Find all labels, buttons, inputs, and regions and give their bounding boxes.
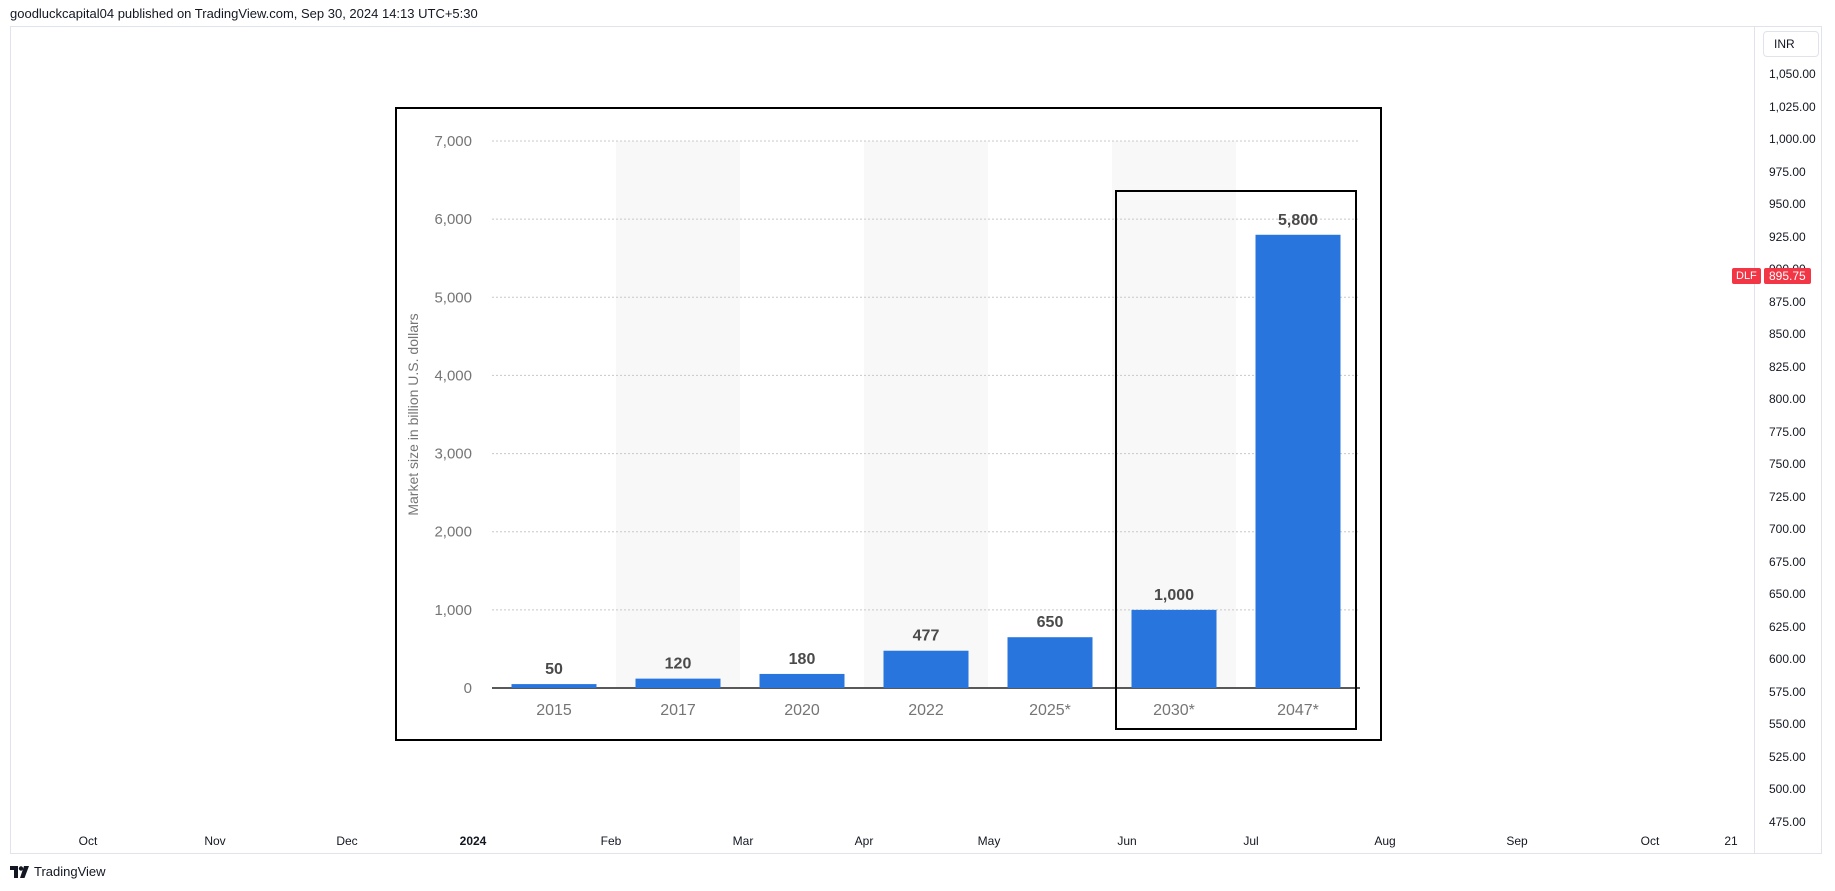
bar-value-label: 650 (1037, 614, 1064, 631)
time-tick-label: Apr (854, 834, 874, 848)
price-tick-label: 700.00 (1769, 522, 1806, 536)
price-tick-label: 1,050.00 (1769, 67, 1816, 81)
category-label: 2047* (1277, 702, 1319, 719)
category-label: 2020 (784, 702, 820, 719)
highlight-box (1115, 190, 1357, 730)
price-tick-label: 950.00 (1769, 197, 1806, 211)
bar-value-label: 180 (789, 651, 816, 668)
time-tick-label: May (977, 834, 1001, 848)
price-tick-label: 750.00 (1769, 457, 1806, 471)
price-tick-label: 1,025.00 (1769, 99, 1816, 114)
bar-value-label: 477 (913, 628, 940, 645)
time-tick-label: Nov (204, 834, 226, 848)
bar-2047-projected (1255, 234, 1341, 688)
y-tick-label: 3,000 (434, 446, 472, 463)
price-tick-label: 675.00 (1769, 554, 1806, 569)
time-tick-label: Oct (78, 834, 98, 848)
y-tick-label: 0 (464, 680, 472, 697)
y-tick-label: 2,000 (434, 524, 472, 541)
price-tick-label: 575.00 (1769, 684, 1806, 699)
column-shade (1112, 141, 1236, 688)
y-tick-label: 1,000 (434, 602, 472, 619)
price-tick-label: 525.00 (1769, 749, 1806, 764)
category-label: 2015 (536, 702, 572, 719)
time-tick-label: 21 (1724, 834, 1738, 848)
time-tick-label: Jul (1243, 834, 1259, 848)
time-tick-label: 2024 (459, 834, 487, 848)
price-tick-label: 875.00 (1769, 294, 1806, 309)
tradingview-logo-icon (10, 865, 29, 878)
price-tick-label: 775.00 (1769, 424, 1806, 439)
bar-2030-projected (1131, 609, 1217, 688)
bar-value-label: 5,800 (1278, 212, 1318, 229)
bar-2025-projected (1007, 637, 1093, 688)
symbol-label: DLF (1732, 268, 1761, 284)
price-tick-label: 475.00 (1769, 814, 1806, 829)
category-label: 2022 (908, 702, 944, 719)
time-tick-label: Mar (732, 834, 754, 848)
price-tick-label: 625.00 (1769, 619, 1806, 634)
price-tick-label: 550.00 (1769, 717, 1806, 731)
price-tick-label: 725.00 (1769, 489, 1806, 504)
bar-value-label: 50 (545, 661, 563, 678)
time-tick-label: Jun (1117, 834, 1137, 848)
published-info: goodluckcapital04 published on TradingVi… (10, 6, 478, 21)
category-label: 2030* (1153, 702, 1195, 719)
category-label: 2025* (1029, 702, 1071, 719)
category-label: 2017 (660, 702, 696, 719)
price-tick-label: 825.00 (1769, 359, 1806, 374)
price-tick-label: 500.00 (1769, 782, 1806, 796)
last-price-label: 895.75 (1764, 268, 1811, 284)
bar-2015 (511, 684, 597, 688)
y-tick-label: 5,000 (434, 289, 472, 306)
price-tick-label: 925.00 (1769, 229, 1806, 244)
price-tick-label: 600.00 (1769, 652, 1806, 666)
bar-2017 (635, 678, 721, 688)
y-tick-label: 4,000 (434, 367, 472, 384)
bar-value-label: 1,000 (1154, 587, 1194, 604)
brand-name: TradingView (34, 864, 106, 879)
price-tick-label: 975.00 (1769, 164, 1806, 179)
price-tick-label: 800.00 (1769, 392, 1806, 406)
time-tick-label: Feb (600, 834, 622, 848)
price-tick-label: 1,000.00 (1769, 132, 1816, 146)
column-shade (616, 141, 740, 688)
time-tick-label: Dec (336, 834, 358, 848)
time-tick-label: Sep (1506, 834, 1528, 848)
chart-frame (10, 26, 1822, 854)
price-tick-label: 850.00 (1769, 327, 1806, 341)
bar-2022 (883, 650, 969, 688)
y-tick-label: 6,000 (434, 211, 472, 228)
bar-2020 (759, 673, 845, 688)
column-shade (864, 141, 988, 688)
bar-value-label: 120 (665, 656, 692, 673)
time-tick-label: Oct (1640, 834, 1660, 848)
y-axis-label: Market size in billion U.S. dollars (405, 313, 421, 515)
currency-selector[interactable]: INR (1763, 31, 1819, 57)
y-tick-label: 7,000 (434, 133, 472, 150)
price-tick-label: 650.00 (1769, 587, 1806, 601)
footer-branding[interactable]: TradingView (10, 864, 106, 879)
price-axis-divider (1754, 26, 1755, 854)
time-tick-label: Aug (1374, 834, 1396, 848)
